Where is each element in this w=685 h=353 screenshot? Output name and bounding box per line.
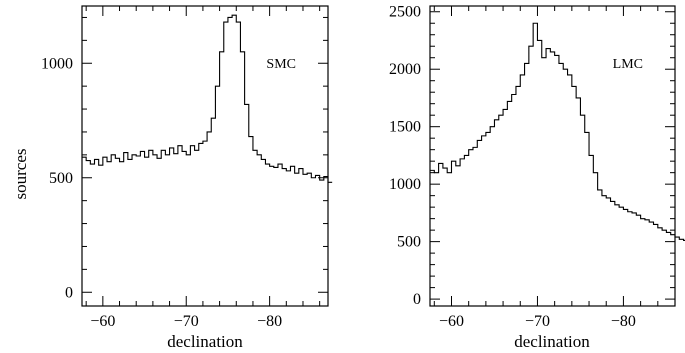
lmc-panel: −60 −70 −80 0 500 1000 1500 2000 2500 LMC	[389, 4, 685, 330]
x-tick-label: −70	[525, 313, 550, 330]
y-tick-label: 2500	[389, 4, 421, 21]
y-tick-label: 0	[413, 291, 421, 308]
y-tick-label: 2000	[389, 61, 421, 78]
panel-label: LMC	[613, 57, 643, 72]
x-tick-label: −80	[257, 313, 282, 330]
x-tick-label: −80	[611, 313, 636, 330]
y-tick-label: 500	[397, 234, 421, 251]
x-tick-label: −70	[174, 313, 199, 330]
y-tick-label: 1000	[389, 176, 421, 193]
y-axis-title-sources: sources	[11, 149, 30, 200]
y-tick-label: 1000	[41, 55, 73, 72]
histogram-series	[82, 14, 333, 183]
histogram-series	[430, 22, 685, 242]
plot-frame	[429, 5, 676, 307]
x-tick-label: −60	[90, 313, 115, 330]
y-tick-label: 500	[49, 170, 73, 187]
x-axis-title-lmc: declination	[514, 332, 590, 351]
panel-label: SMC	[266, 57, 296, 72]
y-tick-label: 1500	[389, 119, 421, 136]
x-tick-label: −60	[439, 313, 464, 330]
smc-panel: −60 −70 −80 0 500 1000 SMC	[41, 5, 333, 330]
x-axis-title-smc: declination	[167, 332, 243, 351]
plot-frame	[81, 5, 329, 307]
y-tick-label: 0	[65, 284, 73, 301]
